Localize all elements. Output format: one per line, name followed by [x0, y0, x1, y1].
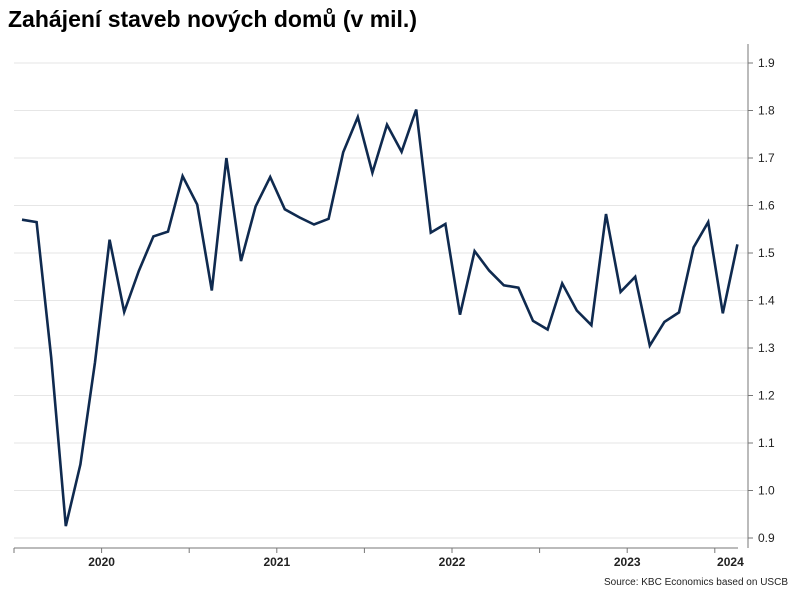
- y-tick-label: 1.0: [758, 484, 775, 498]
- x-tick-label: 2024: [717, 555, 744, 569]
- y-tick-label: 0.9: [758, 531, 775, 545]
- x-tick-label: 2020: [88, 555, 115, 569]
- axis-ticks: [13, 62, 753, 553]
- y-tick-label: 1.2: [758, 389, 775, 403]
- y-tick-label: 1.5: [758, 246, 775, 260]
- series: [21, 109, 739, 527]
- axes: [14, 44, 749, 549]
- series-line: [21, 109, 739, 527]
- source-note: Source: KBC Economics based on USCB: [604, 577, 788, 588]
- y-tick-label: 1.4: [758, 294, 775, 308]
- axis-labels: 0.9 1.0 1.1 1.2 1.3 1.4 1.5 1.6 1.7 1.8 1.9 2020 202…: [88, 56, 775, 569]
- y-tick-label: 1.8: [758, 104, 775, 118]
- y-tick-label: 1.3: [758, 341, 775, 355]
- x-tick-label: 2022: [439, 555, 466, 569]
- y-tick-label: 1.1: [758, 436, 775, 450]
- gridlines: [14, 62, 748, 539]
- y-tick-label: 1.7: [758, 151, 775, 165]
- y-tick-label: 1.9: [758, 56, 775, 70]
- y-tick-label: 1.6: [758, 199, 775, 213]
- x-tick-label: 2023: [614, 555, 641, 569]
- x-tick-label: 2021: [263, 555, 290, 569]
- chart-title: Zahájení staveb nových domů (v mil.): [8, 6, 417, 32]
